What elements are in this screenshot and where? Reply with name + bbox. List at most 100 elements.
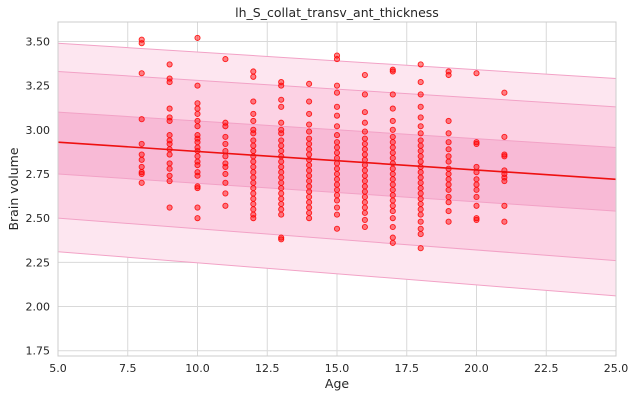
data-point: [250, 206, 257, 213]
data-point: [166, 117, 173, 125]
data-point: [501, 89, 508, 96]
data-point: [306, 110, 313, 117]
data-point: [278, 147, 285, 155]
data-point: [389, 181, 396, 188]
data-point: [389, 144, 396, 151]
data-point: [278, 211, 285, 218]
data-point: [278, 96, 285, 103]
data-point: [417, 114, 424, 121]
data-point: [222, 170, 229, 178]
data-point: [333, 165, 341, 172]
data-point: [361, 183, 368, 190]
data-point: [473, 215, 480, 222]
data-point: [333, 56, 341, 63]
data-point: [417, 79, 424, 86]
data-point: [389, 155, 396, 162]
data-point: [306, 140, 313, 147]
data-point: [278, 190, 285, 197]
data-point: [361, 177, 368, 185]
data-point: [333, 82, 341, 89]
data-point: [361, 109, 368, 116]
data-point: [473, 193, 480, 201]
data-point: [194, 110, 201, 117]
data-point: [473, 186, 480, 193]
data-point: [278, 163, 285, 170]
data-point: [222, 140, 229, 147]
data-point: [306, 80, 313, 87]
data-point: [278, 142, 285, 149]
data-point: [138, 163, 145, 170]
data-point: [389, 105, 396, 112]
data-point: [417, 190, 424, 197]
data-point: [417, 195, 424, 202]
data-point: [306, 209, 313, 216]
data-points: [138, 34, 508, 252]
data-point: [194, 172, 201, 179]
data-point: [250, 137, 257, 144]
data-point: [278, 137, 285, 144]
y-tick-label: 2.75: [26, 168, 51, 181]
plot-border: [57, 21, 617, 357]
data-point: [138, 170, 145, 178]
data-point: [138, 156, 145, 163]
data-point: [501, 202, 508, 209]
data-point: [250, 163, 257, 170]
data-point: [445, 208, 452, 215]
data-point: [417, 153, 424, 160]
data-point: [333, 192, 341, 199]
data-point: [473, 216, 480, 223]
data-point: [389, 192, 396, 199]
data-point: [361, 91, 368, 98]
data-point: [166, 105, 173, 112]
data-point: [306, 167, 313, 174]
data-point: [306, 199, 313, 206]
data-point: [361, 223, 368, 231]
data-point: [361, 188, 368, 195]
data-point: [222, 179, 229, 186]
data-point: [361, 146, 368, 153]
data-point: [417, 231, 424, 238]
data-point: [417, 61, 424, 68]
data-point: [250, 130, 257, 137]
data-point: [445, 181, 452, 188]
y-axis-label: Brain volume: [6, 147, 21, 230]
data-point: [445, 186, 452, 193]
data-point: [361, 193, 368, 201]
data-point: [278, 185, 285, 192]
data-point: [361, 135, 368, 142]
data-point: [250, 117, 257, 125]
data-point: [473, 70, 480, 77]
data-point: [333, 186, 341, 193]
data-point: [333, 132, 341, 139]
data-point: [417, 174, 424, 181]
data-point: [333, 149, 341, 156]
data-point: [333, 103, 341, 110]
data-point: [222, 190, 229, 197]
data-point: [306, 193, 313, 201]
data-point: [138, 179, 145, 186]
data-point: [278, 103, 285, 110]
data-point: [278, 130, 285, 137]
data-point: [250, 185, 257, 192]
data-point: [250, 73, 257, 80]
data-point: [389, 215, 396, 222]
data-point: [306, 98, 313, 105]
data-point: [250, 158, 257, 165]
data-point: [501, 177, 508, 185]
data-point: [417, 158, 424, 165]
data-point: [445, 170, 452, 178]
x-tick-label: 7.5: [119, 362, 137, 375]
data-point: [389, 239, 396, 246]
data-point: [417, 179, 424, 186]
x-tick-label: 12.5: [255, 362, 280, 375]
data-point: [417, 137, 424, 144]
data-point: [501, 218, 508, 225]
data-point: [222, 163, 229, 170]
data-point: [306, 172, 313, 179]
data-point: [194, 123, 201, 130]
data-point: [417, 142, 424, 149]
data-point: [250, 174, 257, 181]
data-point: [166, 151, 173, 158]
data-point: [138, 116, 145, 123]
data-point: [222, 123, 229, 130]
